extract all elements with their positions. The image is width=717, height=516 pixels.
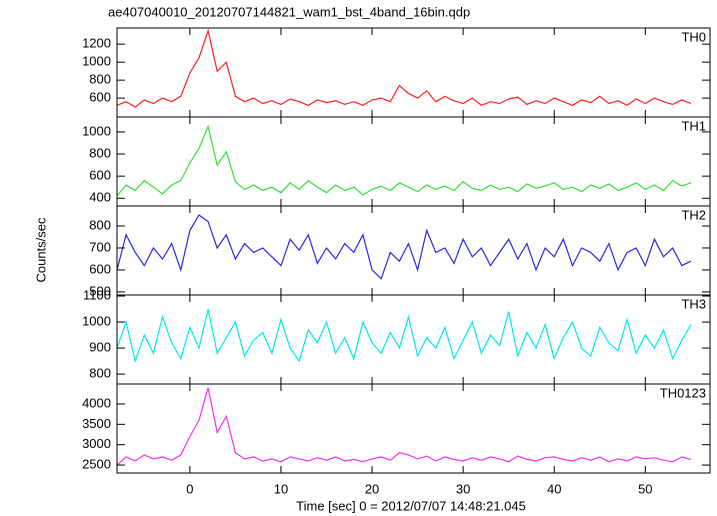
data-line	[116, 214, 692, 280]
y-tick-label: 800	[89, 145, 111, 160]
data-line	[116, 387, 692, 466]
y-tick-label: 800	[89, 72, 111, 87]
data-line	[116, 124, 692, 197]
y-tick-label: 600	[89, 90, 111, 105]
y-tick-label: 3500	[82, 416, 111, 431]
y-tick-label: 900	[89, 340, 111, 355]
x-tick-label: 30	[456, 481, 470, 496]
x-tick-label: 0	[186, 481, 193, 496]
y-tick-label: 800	[89, 366, 111, 381]
y-tick-label: 1100	[83, 287, 111, 302]
y-tick-label: 500	[89, 283, 111, 298]
y-axis-label: Counts/sec	[33, 217, 48, 283]
y-tick-label: 700	[89, 239, 111, 254]
panel-label: TH2	[681, 207, 706, 222]
data-line	[116, 28, 692, 108]
x-axis-label: Time [sec] 0 = 2012/07/07 14:48:21.045	[296, 498, 526, 513]
chart-title: ae407040010_20120707144821_wam1_bst_4ban…	[108, 4, 470, 19]
y-tick-label: 600	[89, 168, 111, 183]
panel-label: TH1	[681, 118, 706, 133]
panel-frame	[116, 383, 711, 474]
panel-label: TH0123	[660, 385, 706, 400]
x-tick-label: 20	[365, 481, 379, 496]
y-tick-label: 1000	[82, 123, 111, 138]
data-line	[116, 308, 692, 364]
y-tick-label: 600	[89, 261, 111, 276]
x-tick-label: 50	[638, 481, 652, 496]
panel-label: TH3	[681, 296, 706, 311]
y-tick-label: 1000	[82, 54, 111, 69]
x-tick-label: 10	[274, 481, 288, 496]
y-tick-label: 4000	[82, 395, 111, 410]
y-tick-label: 2500	[82, 456, 111, 471]
x-tick-label: 40	[547, 481, 561, 496]
y-tick-label: 3000	[82, 436, 111, 451]
y-tick-label: 1000	[82, 314, 111, 329]
panel-label: TH0	[681, 29, 706, 44]
y-tick-label: 800	[89, 217, 111, 232]
y-tick-label: 1200	[82, 36, 111, 51]
panel-frame	[116, 27, 711, 118]
y-tick-label: 400	[89, 190, 111, 205]
